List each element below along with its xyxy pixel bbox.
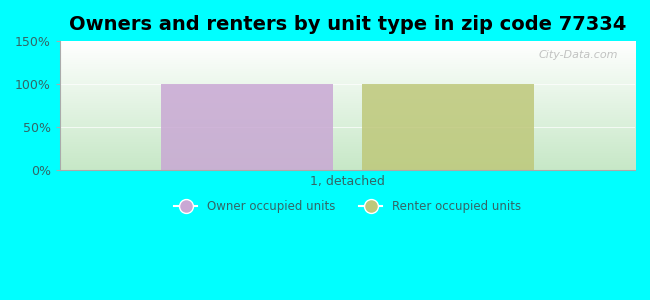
Bar [362,84,534,170]
Text: City-Data.com: City-Data.com [538,50,617,60]
Legend: Owner occupied units, Renter occupied units: Owner occupied units, Renter occupied un… [169,196,526,218]
Title: Owners and renters by unit type in zip code 77334: Owners and renters by unit type in zip c… [69,15,626,34]
Bar [161,84,333,170]
